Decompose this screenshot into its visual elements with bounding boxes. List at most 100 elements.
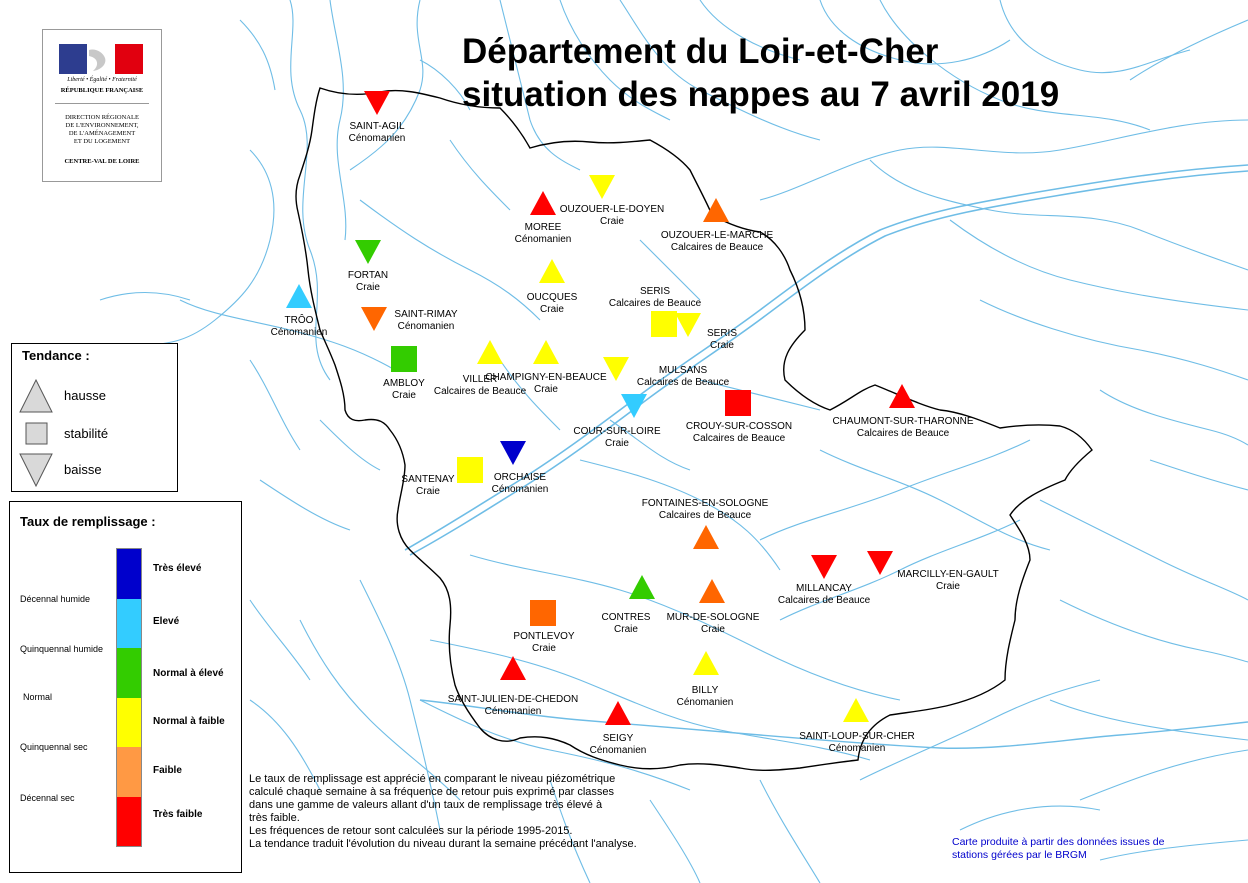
class-normal-faible: Normal à faible	[153, 716, 225, 727]
station-name: PONTLEVOY	[513, 631, 575, 642]
station-aquifer: Cénomanien	[397, 321, 455, 332]
station-triangle-down-icon[interactable]	[673, 309, 703, 339]
station-triangle-up-icon[interactable]	[498, 654, 528, 684]
station-name: SAINT-JULIEN-DE-CHEDON	[447, 694, 579, 705]
station-label: SEIGY Cénomanien	[590, 733, 647, 757]
note-paragraph-1: Le taux de remplissage est apprécié en c…	[249, 773, 616, 824]
color-swatch	[117, 598, 141, 648]
station-name: VILLER	[462, 374, 498, 385]
triangle-up-icon	[19, 378, 53, 413]
station-label: AMBLOY Craie	[383, 378, 425, 402]
station-triangle-down-icon[interactable]	[809, 551, 839, 581]
station-name: SERIS	[706, 328, 738, 339]
map-title-line2: situation des nappes au 7 avril 2019	[462, 75, 1060, 114]
station-name: MARCILLY-EN-GAULT	[897, 569, 999, 580]
station-name: SAINT-AGIL	[349, 121, 405, 132]
station-name: SERIS	[639, 286, 670, 297]
map-title-line1: Département du Loir-et-Cher	[462, 32, 939, 71]
station-label: CHAUMONT-SUR-THARONNE Calcaires de Beauce	[832, 416, 973, 440]
station-label: SANTENAY Craie	[401, 474, 454, 498]
station-triangle-down-icon[interactable]	[498, 437, 528, 467]
station-square-icon[interactable]	[649, 309, 679, 339]
station-square-icon[interactable]	[455, 455, 485, 485]
station-triangle-down-icon[interactable]	[619, 390, 649, 420]
station-label: CONTRES Craie	[602, 612, 651, 636]
fill-rate-legend-title: Taux de remplissage :	[20, 514, 156, 529]
station-triangle-up-icon[interactable]	[701, 196, 731, 226]
station-triangle-up-icon[interactable]	[691, 649, 721, 679]
station-aquifer: Craie	[701, 624, 725, 635]
station-aquifer: Cénomanien	[676, 697, 734, 708]
station-label: OUZOUER-LE-MARCHE Calcaires de Beauce	[661, 230, 773, 254]
rivers	[99, 0, 1248, 883]
freq-quinquennal-humide: Quinquennal humide	[20, 644, 104, 654]
station-triangle-up-icon[interactable]	[537, 257, 567, 287]
republic-name: RÉPUBLIQUE FRANÇAISE	[60, 87, 144, 94]
explanatory-note: Le taux de remplissage est apprécié en c…	[249, 773, 669, 851]
station-triangle-up-icon[interactable]	[627, 573, 657, 603]
station-aquifer: Cénomanien	[589, 745, 647, 756]
station-aquifer: Calcaires de Beauce	[856, 428, 950, 439]
station-name: CHAMPIGNY-EN-BEAUCE	[485, 372, 607, 383]
class-tres-faible: Très faible	[153, 809, 203, 820]
station-label: FORTAN Craie	[348, 270, 388, 294]
station-square-icon[interactable]	[528, 598, 558, 628]
station-triangle-up-icon[interactable]	[284, 282, 314, 312]
station-triangle-down-icon[interactable]	[587, 171, 617, 201]
station-aquifer: Cénomanien	[484, 706, 542, 717]
station-name: ORCHAISE	[493, 472, 547, 483]
color-swatch	[117, 697, 141, 747]
station-aquifer: Calcaires de Beauce	[777, 595, 871, 606]
station-name: SAINT-LOUP-SUR-CHER	[799, 731, 915, 742]
station-triangle-up-icon[interactable]	[887, 382, 917, 412]
station-triangle-up-icon[interactable]	[841, 696, 871, 726]
station-name: SANTENAY	[401, 474, 455, 485]
station-aquifer: Craie	[416, 486, 440, 497]
station-aquifer: Craie	[532, 643, 556, 654]
station-aquifer: Calcaires de Beauce	[608, 298, 702, 309]
station-label: MOREE Cénomanien	[515, 222, 572, 246]
station-name: FORTAN	[347, 270, 389, 281]
prefecture-logo: Liberté • Égalité • Fraternité RÉPUBLIQU…	[42, 29, 162, 182]
station-label: FONTAINES-EN-SOLOGNE Calcaires de Beauce	[642, 498, 769, 522]
station-aquifer: Craie	[936, 581, 960, 592]
marianne-flag-icon	[59, 44, 143, 74]
station-label: MULSANS Calcaires de Beauce	[637, 365, 729, 389]
station-aquifer: Cénomanien	[514, 234, 572, 245]
color-swatch	[117, 648, 141, 698]
station-name: BILLY	[691, 685, 719, 696]
station-aquifer: Calcaires de Beauce	[670, 242, 764, 253]
station-label: SAINT-AGIL Cénomanien	[349, 121, 406, 145]
station-triangle-up-icon[interactable]	[697, 577, 727, 607]
direction-name: DIRECTION RÉGIONALE DE L'ENVIRONNEMENT, …	[65, 114, 139, 145]
station-triangle-up-icon[interactable]	[528, 189, 558, 219]
station-triangle-up-icon[interactable]	[531, 338, 561, 368]
station-label: BILLY Cénomanien	[677, 685, 734, 709]
station-aquifer: Craie	[392, 390, 416, 401]
station-triangle-up-icon[interactable]	[475, 338, 505, 368]
station-triangle-down-icon[interactable]	[601, 353, 631, 383]
fill-rate-color-scale	[116, 548, 142, 847]
station-name: COUR-SUR-LOIRE	[573, 426, 661, 437]
station-triangle-up-icon[interactable]	[691, 523, 721, 553]
station-name: AMBLOY	[383, 378, 425, 389]
station-triangle-down-icon[interactable]	[353, 236, 383, 266]
station-label: MILLANCAY Calcaires de Beauce	[778, 583, 870, 607]
station-triangle-down-icon[interactable]	[865, 547, 895, 577]
station-name: CONTRES	[601, 612, 651, 623]
station-name: SEIGY	[602, 733, 634, 744]
station-triangle-up-icon[interactable]	[603, 699, 633, 729]
trend-legend: Tendance : hausse stabilité baisse	[11, 343, 178, 492]
trend-legend-stabilite: stabilité	[64, 426, 109, 441]
station-name: CROUY-SUR-COSSON	[685, 421, 793, 432]
station-square-icon[interactable]	[723, 388, 753, 418]
station-triangle-down-icon[interactable]	[362, 87, 392, 117]
freq-quinquennal-sec: Quinquennal sec	[20, 742, 88, 752]
station-triangle-down-icon[interactable]	[359, 303, 389, 333]
station-aquifer: Craie	[540, 304, 564, 315]
station-aquifer: Calcaires de Beauce	[658, 510, 752, 521]
station-label: ORCHAISE Cénomanien	[492, 472, 549, 496]
station-square-icon[interactable]	[389, 344, 419, 374]
station-label: SAINT-JULIEN-DE-CHEDON Cénomanien	[448, 694, 579, 718]
